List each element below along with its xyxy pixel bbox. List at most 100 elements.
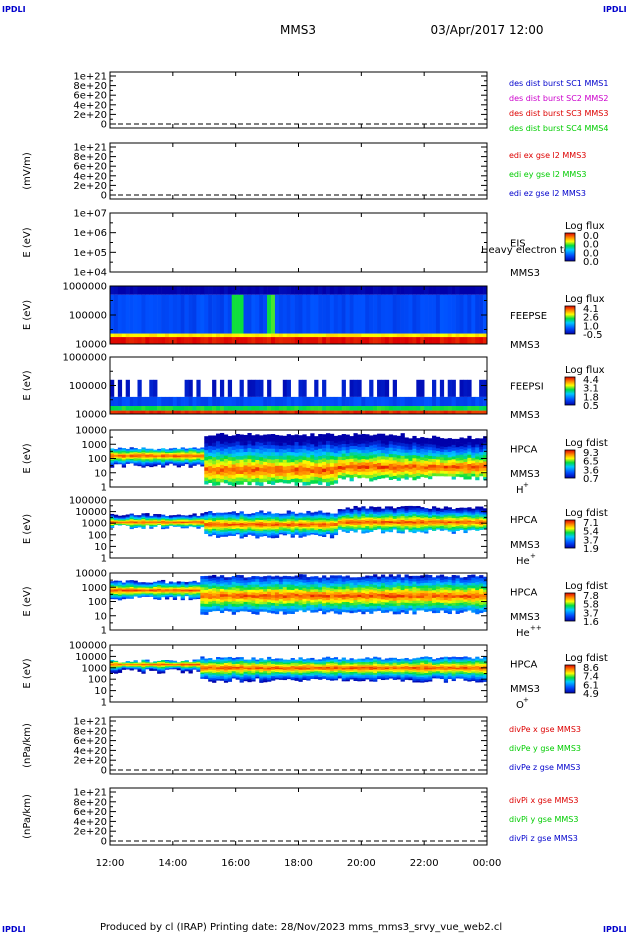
spectrogram-cell: [388, 460, 394, 464]
spectrogram-cell: [267, 473, 272, 477]
spectrogram-cell: [384, 453, 390, 457]
spectrogram-cell: [137, 523, 142, 525]
spectrogram-cell: [255, 608, 260, 612]
spectrogram-cell: [267, 591, 272, 595]
spectrogram-cell: [216, 466, 221, 471]
spectrogram-cell: [196, 524, 201, 527]
spectrogram-cell: [204, 518, 209, 521]
spectrogram-cell: [439, 510, 445, 513]
spectrogram-cell: [172, 524, 178, 526]
spectrogram-cell: [141, 513, 146, 515]
spectrogram-cell: [420, 396, 425, 407]
spectrogram-cell: [463, 294, 468, 334]
spectrogram-cell: [333, 575, 339, 579]
spectrogram-cell: [325, 463, 331, 468]
spectrogram-cell: [451, 516, 456, 519]
spectrogram-cell: [290, 581, 295, 585]
spectrogram-cell: [439, 448, 445, 452]
spectrogram-cell: [231, 446, 236, 451]
spectrogram-cell: [219, 517, 225, 520]
spectrogram-cell: [216, 535, 221, 538]
spectrogram-cell: [282, 294, 288, 334]
spectrogram-cell: [396, 591, 401, 595]
spectrogram-cell: [247, 455, 252, 460]
spectrogram-cell: [180, 517, 185, 519]
spectrogram-cell: [172, 591, 178, 593]
spectrogram-cell: [451, 286, 456, 295]
spectrogram-cell: [439, 454, 445, 458]
spectrogram-cell: [157, 582, 162, 584]
spectrogram-cell: [467, 595, 472, 598]
spectrogram-cell: [157, 584, 162, 587]
spectrogram-cell: [341, 518, 346, 521]
spectrogram-cell: [125, 516, 130, 518]
chart-datetime: 03/Apr/2017 12:00: [430, 23, 543, 37]
spectrogram-cell: [298, 448, 303, 453]
spectrogram-cell: [463, 522, 468, 525]
spectrogram-cell: [121, 452, 127, 454]
spectrogram-cell: [463, 599, 468, 602]
spectrogram-cell: [192, 464, 197, 466]
spectrogram-cell: [325, 526, 331, 529]
spectrogram-cell: [483, 337, 488, 344]
spectrogram-cell: [282, 586, 288, 590]
spectrogram-cell: [188, 595, 193, 598]
spectrogram-cell: [259, 532, 264, 535]
spectrogram-cell: [373, 466, 378, 471]
spectrogram-cell: [424, 513, 429, 516]
spectrogram-cell: [227, 586, 233, 590]
spectrogram-cell: [377, 472, 382, 476]
spectrogram-cell: [200, 455, 205, 458]
spectrogram-cell: [302, 521, 307, 524]
spectrogram-cell: [117, 333, 123, 338]
spectrogram-cell: [231, 595, 236, 599]
spectrogram-cell: [388, 473, 394, 477]
spectrogram-cell: [361, 519, 366, 522]
spectrogram-cell: [337, 406, 342, 411]
spectrogram-cell: [404, 458, 409, 462]
spectrogram-cell: [274, 592, 280, 596]
spectrogram-cell: [231, 576, 236, 580]
spectrogram-cell: [377, 586, 382, 590]
spectrogram-cell: [243, 587, 248, 590]
spectrogram-cell: [471, 439, 476, 442]
spectrogram-cell: [467, 442, 472, 446]
spectrogram-cell: [141, 455, 146, 458]
spectrogram-cell: [161, 581, 166, 583]
spectrogram-cell: [333, 459, 339, 464]
spectrogram-cell: [337, 474, 342, 479]
spectrogram-cell: [345, 471, 350, 475]
spectrogram-cell: [361, 337, 366, 344]
spectrogram-cell: [318, 596, 323, 600]
spectrogram-cell: [255, 448, 260, 453]
spectrogram-cell: [259, 581, 264, 585]
spectrogram-cell: [467, 597, 472, 601]
spectrogram-cell: [255, 286, 260, 295]
spectrogram-cell: [188, 588, 193, 590]
spectrogram-cell: [271, 462, 276, 467]
spectrogram-cell: [161, 463, 166, 465]
spectrogram-cell: [227, 474, 233, 479]
y-tick-label: 1000: [82, 440, 107, 451]
spectrogram-cell: [369, 591, 374, 595]
spectrogram-cell: [475, 587, 480, 591]
spectrogram-cell: [164, 525, 170, 527]
spectrogram-cell: [192, 294, 197, 334]
spectrogram-cell: [239, 593, 244, 596]
spectrogram-cell: [243, 599, 248, 602]
spectrogram-cell: [133, 516, 138, 518]
spectrogram-cell: [212, 333, 217, 338]
spectrogram-cell: [333, 435, 339, 440]
spectrogram-cell: [251, 578, 256, 582]
spectrogram-cell: [341, 459, 346, 464]
spectrogram-cell: [271, 455, 276, 460]
spectrogram-cell: [267, 480, 272, 485]
spectrogram-cell: [463, 589, 468, 593]
spectrogram-cell: [298, 445, 303, 449]
spectrogram-cell: [424, 511, 429, 514]
spectrogram-cell: [157, 518, 162, 520]
spectrogram-cell: [290, 597, 295, 601]
spectrogram-cell: [149, 524, 154, 526]
spectrogram-cell: [133, 406, 138, 411]
